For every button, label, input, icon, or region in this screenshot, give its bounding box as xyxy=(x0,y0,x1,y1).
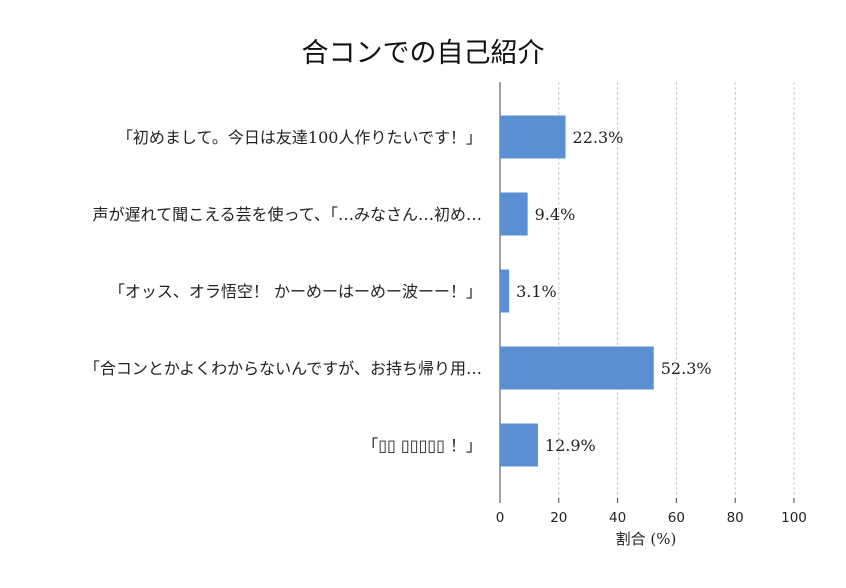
x-tick-label-0: 0 xyxy=(496,510,505,526)
chart-title: 合コンでの自己紹介 xyxy=(302,38,545,69)
category-labels: 「初めまして。今日は友達100人作りたいです！」声が遅れて聞こえる芸を使って、「… xyxy=(84,128,482,455)
category-label-2: 「オッス、オラ悟空！ かーめーはーめー波ーー！」 xyxy=(109,282,482,301)
value-label-1: 9.4% xyxy=(535,205,576,224)
x-axis-ticks: 0 20 40 60 80 100 xyxy=(496,498,807,526)
bar-3 xyxy=(500,346,654,390)
value-label-3: 52.3% xyxy=(661,359,712,378)
bar-1 xyxy=(500,192,528,236)
value-label-4: 12.9% xyxy=(545,436,596,455)
x-axis-label: 割合 (%) xyxy=(616,530,677,548)
bars xyxy=(500,115,654,467)
x-tick-label-2: 40 xyxy=(609,510,626,526)
bar-2 xyxy=(500,269,510,313)
category-label-0: 「初めまして。今日は友達100人作りたいです！」 xyxy=(117,128,482,147)
value-label-0: 22.3% xyxy=(573,128,624,147)
bar-4 xyxy=(500,423,538,467)
value-labels: 22.3% 9.4% 3.1% 52.3% 12.9% xyxy=(516,128,711,455)
value-label-2: 3.1% xyxy=(516,282,557,301)
bar-0 xyxy=(500,115,566,159)
category-label-3: 「合コンとかよくわからないんですが、お持ち帰り用… xyxy=(84,359,482,378)
x-tick-label-4: 80 xyxy=(727,510,744,526)
x-tick-label-3: 60 xyxy=(668,510,685,526)
category-label-1: 声が遅れて聞こえる芸を使って、「…みなさん…初め… xyxy=(93,205,482,224)
category-label-4: 「▯▯ ▯▯▯▯▯ ！」 xyxy=(362,436,482,455)
x-tick-label-5: 100 xyxy=(781,510,807,526)
x-tick-label-1: 20 xyxy=(550,510,567,526)
